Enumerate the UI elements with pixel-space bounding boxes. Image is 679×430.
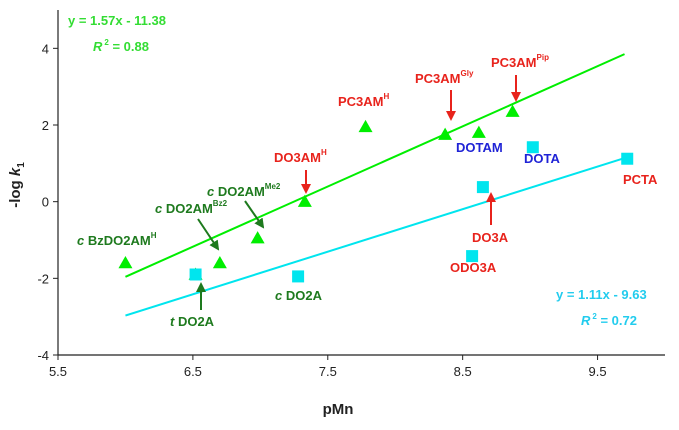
cyan-square-point	[189, 268, 202, 281]
x-tick-label: 5.5	[49, 364, 67, 379]
cyan-square-point	[621, 152, 634, 165]
label-pc3am-pip: PC3AMPip	[491, 53, 549, 70]
tick-group: 5.5 6.5 7.5 8.5 9.5 -4 -2 0 2 4	[37, 41, 606, 379]
x-axis-title: pMn	[323, 401, 354, 418]
cyan-square-point	[526, 141, 539, 154]
green-triangle-point	[118, 256, 133, 269]
label-bzdo2am: c BzDO2AMH	[77, 231, 157, 248]
label-tdo2a: t DO2A	[170, 314, 215, 329]
green-triangle-point	[250, 231, 265, 244]
y-tick-label: -4	[37, 348, 49, 363]
y-tick-label: 4	[42, 41, 49, 56]
annotation-arrows	[196, 75, 521, 310]
x-tick-label: 8.5	[454, 364, 472, 379]
green-triangle-point	[297, 194, 312, 207]
green-equation: y = 1.57x - 11.38	[68, 13, 166, 28]
cyan-square-point	[466, 250, 479, 263]
green-r2-value: = 0.88	[109, 39, 149, 54]
green-triangle-point	[358, 119, 373, 133]
green-points	[118, 104, 520, 280]
cyan-square-point	[476, 181, 489, 194]
label-pc3amh: PC3AMH	[338, 92, 390, 109]
compound-labels: c BzDO2AMH c DO2AMBz2 c DO2AMMe2 t DO2A …	[77, 53, 658, 329]
cyan-fit-line	[125, 157, 625, 317]
y-tick-label: 0	[42, 195, 49, 210]
y-tick-label: -2	[37, 271, 49, 286]
label-do3a: DO3A	[472, 230, 509, 245]
y-tick-label: 2	[42, 118, 49, 133]
green-fit-line	[125, 53, 625, 278]
cyan-square-point	[292, 270, 305, 283]
arrow-cdo2am-bz2	[197, 218, 220, 251]
label-cdo2am-bz2: c DO2AMBz2	[155, 199, 228, 216]
green-triangle-point	[212, 256, 227, 269]
label-cdo2am-me2: c DO2AMMe2	[207, 182, 281, 199]
green-r2-exp: 2	[104, 38, 109, 47]
arrow-cdo2am-me2	[244, 200, 265, 229]
cyan-r2-exp: 2	[592, 312, 597, 321]
green-triangle-point	[471, 125, 486, 138]
y-axis-title-subscript: 1	[16, 162, 27, 168]
label-cdo2a: c DO2A	[275, 288, 323, 303]
green-triangle-point	[505, 104, 520, 117]
cyan-r2-value: = 0.72	[597, 313, 637, 328]
cyan-r2-letter: R	[581, 313, 591, 328]
label-odo3a: ODO3A	[450, 260, 497, 275]
label-dota: DOTA	[524, 151, 560, 166]
x-tick-label: 6.5	[184, 364, 202, 379]
label-pcta: PCTA	[623, 172, 658, 187]
y-axis-title: -log k1	[7, 162, 27, 208]
x-tick-label: 7.5	[319, 364, 337, 379]
label-do3amh: DO3AMH	[274, 148, 327, 165]
y-axis-title-k: k	[7, 167, 24, 176]
green-triangle-point	[438, 127, 453, 140]
cyan-equation: y = 1.11x - 9.63	[556, 287, 647, 302]
axes	[57, 10, 665, 356]
cyan-points	[189, 141, 634, 283]
label-pc3am-gly: PC3AMGly	[415, 69, 474, 86]
x-tick-label: 9.5	[589, 364, 607, 379]
label-dotam: DOTAM	[456, 140, 503, 155]
y-axis-title-main: -log	[7, 176, 24, 208]
green-r2-letter: R	[93, 39, 103, 54]
